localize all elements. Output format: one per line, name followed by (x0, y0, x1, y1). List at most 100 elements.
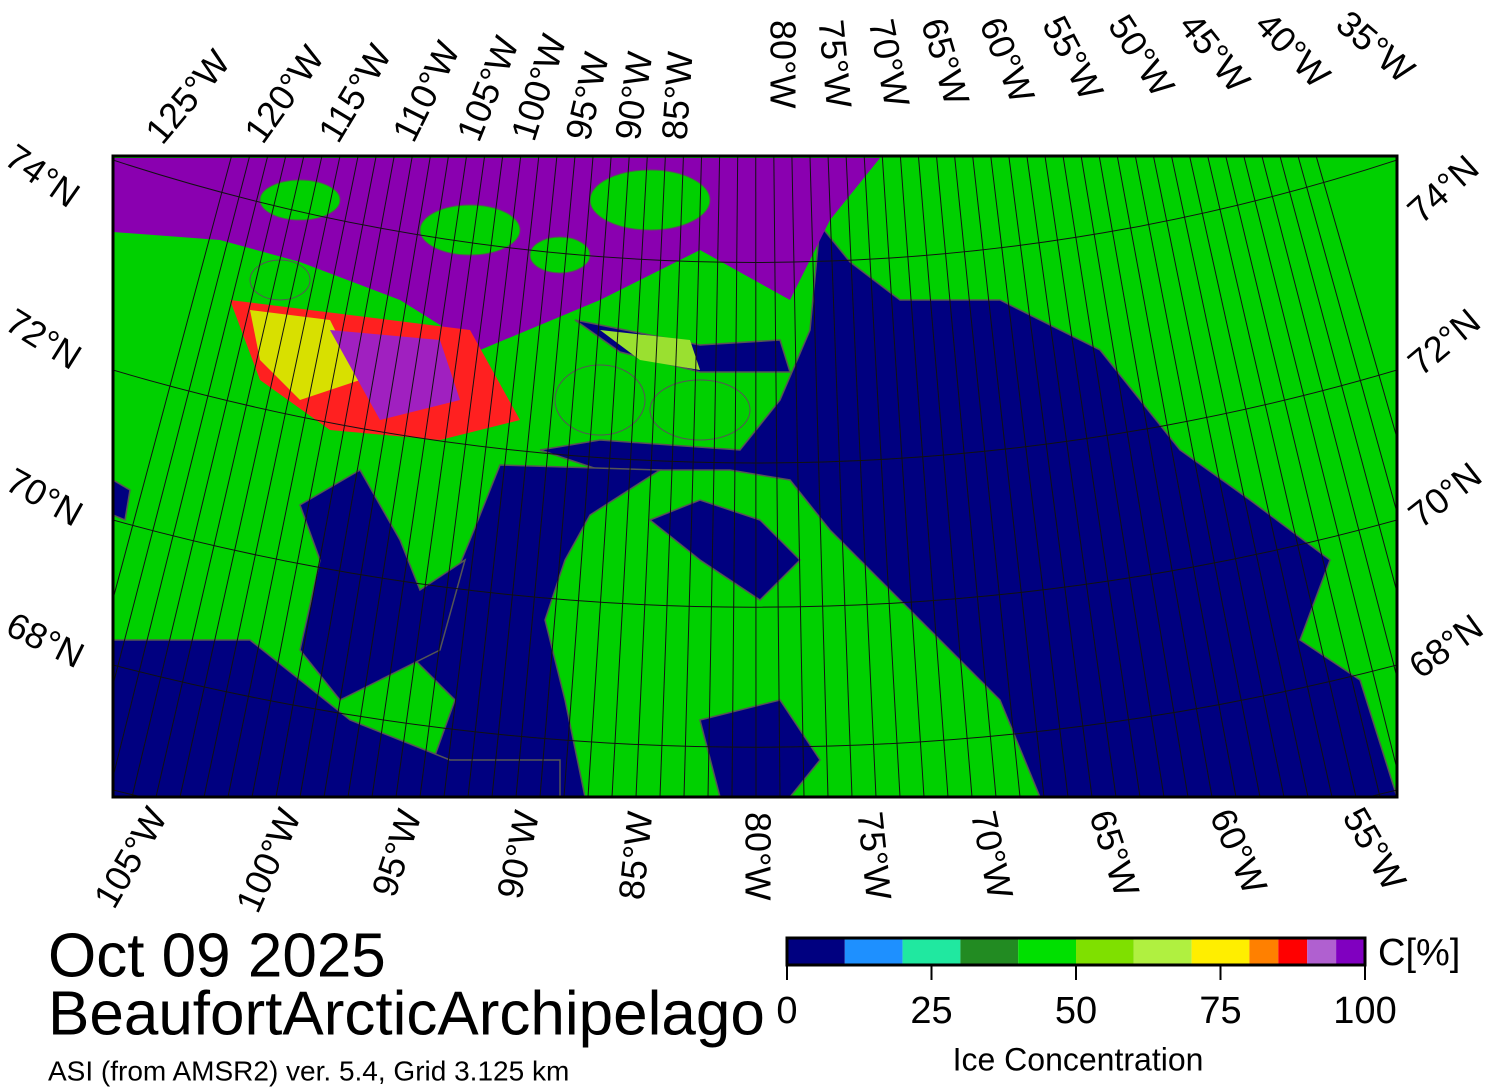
meridian (809, 156, 829, 797)
meridian (1026, 156, 1117, 797)
coordinate-label: 35°W (1329, 2, 1423, 91)
meridian (1225, 156, 1381, 797)
colorbar-tick-label: 75 (1199, 990, 1241, 1032)
coordinate-label: 72°N (0, 300, 89, 377)
source: ASI (from AMSR2) ver. 5.4, Grid 3.125 km (48, 1055, 569, 1086)
coordinate-label: 72°N (1400, 300, 1488, 383)
meridian (611, 156, 648, 797)
meridian (443, 156, 522, 797)
coordinate-label: 75°W (850, 810, 900, 902)
colorbar-swatch (960, 938, 1019, 965)
map-area (113, 156, 1397, 797)
meridian (371, 156, 468, 797)
meridian (419, 156, 504, 797)
meridian (1315, 156, 1397, 440)
meridian (275, 156, 395, 797)
coordinate-label: 90°W (489, 807, 547, 902)
meridian (899, 156, 949, 797)
meridian (1152, 156, 1285, 797)
meridian (347, 156, 449, 797)
meridian (113, 156, 251, 687)
colorbar-swatch (1133, 938, 1192, 965)
colorbar-swatch (1278, 938, 1308, 965)
graticule (113, 156, 1397, 797)
meridian (1044, 156, 1141, 797)
colorbar: 0 25 50 75 100 (776, 936, 1397, 1032)
meridian (755, 156, 757, 797)
coordinate-label: 105°W (85, 800, 175, 914)
colorbar-tick-label: 25 (910, 990, 952, 1032)
colorbar-swatch (1191, 938, 1250, 965)
meridian (227, 156, 359, 797)
coordinate-label: 70°N (0, 459, 90, 534)
meridian (1189, 156, 1333, 797)
coordinate-label: 65°W (913, 13, 977, 109)
meridian (827, 156, 853, 797)
meridian (1098, 156, 1213, 797)
coordinate-label: 55°W (1335, 800, 1415, 897)
map-frame (111, 154, 1399, 799)
meridian (954, 156, 1021, 797)
meridian (659, 156, 684, 797)
meridian (131, 156, 287, 797)
meridian (323, 156, 431, 797)
coordinate-label: 60°W (1202, 802, 1275, 899)
coordinate-label: 70°W (861, 16, 918, 111)
meridian (1297, 156, 1397, 515)
meridian (515, 156, 576, 797)
coordinate-label: 68°N (0, 604, 90, 676)
coordinate-label: 75°W (811, 18, 860, 110)
meridian (917, 156, 973, 797)
coordinate-label: 85°W (610, 810, 660, 902)
meridian (707, 156, 721, 797)
coordinate-label: 55°W (1034, 9, 1111, 106)
meridian (395, 156, 486, 797)
coordinate-label: 85°W (654, 50, 701, 141)
meridian (1080, 156, 1189, 797)
meridian (155, 156, 305, 797)
meridian (203, 156, 341, 797)
meridian (972, 156, 1045, 797)
coordinate-label: 65°W (1081, 805, 1147, 902)
colorbar-swatch (1336, 938, 1365, 965)
coordinate-label: 80°W (762, 20, 803, 108)
colorbar-unit: C[%] (1378, 932, 1460, 974)
coordinate-label: 70°N (1401, 454, 1490, 536)
colorbar-tick-label: 100 (1333, 990, 1396, 1032)
meridian (1261, 156, 1397, 680)
meridian (491, 156, 558, 797)
meridian (1062, 156, 1165, 797)
coordinate-label: 70°W (963, 807, 1021, 902)
meridian (1243, 156, 1397, 772)
colorbar-swatch (787, 938, 845, 965)
meridian (936, 156, 997, 797)
meridian (635, 156, 666, 797)
coordinate-label: 74°N (1399, 147, 1486, 231)
colorbar-swatch (844, 938, 903, 965)
meridian (1116, 156, 1237, 797)
meridian (863, 156, 901, 797)
meridian (791, 156, 805, 797)
coordinate-label: 125°W (137, 42, 238, 151)
meridian (179, 156, 323, 797)
coordinate-label: 50°W (1100, 7, 1183, 104)
meridian (1134, 156, 1261, 797)
meridian (587, 156, 630, 797)
meridian (299, 156, 413, 797)
coordinate-label: 40°W (1247, 4, 1338, 96)
region: BeaufortArcticArchipelago (48, 979, 765, 1048)
meridian (845, 156, 877, 797)
meridian (251, 156, 377, 797)
meridian (539, 156, 594, 797)
coordinate-label: 80°W (737, 812, 778, 900)
date: Oct 09 2025 (48, 921, 386, 990)
coordinate-label: 115°W (310, 37, 400, 149)
meridian (1170, 156, 1309, 797)
coordinate-label: 68°N (1401, 606, 1490, 686)
meridian (683, 156, 703, 797)
meridian (467, 156, 540, 797)
coordinate-label: 45°W (1171, 5, 1258, 100)
coordinate-label: 100°W (227, 802, 309, 918)
meridian (113, 156, 269, 779)
